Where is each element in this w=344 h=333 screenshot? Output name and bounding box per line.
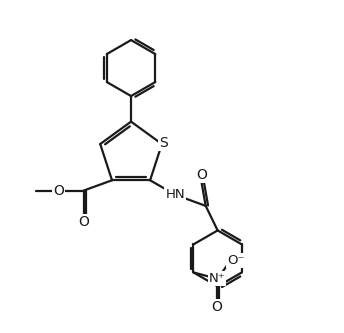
Text: O⁻: O⁻ (227, 254, 245, 267)
Text: O: O (78, 215, 89, 229)
Text: S: S (160, 136, 168, 150)
Text: O: O (212, 300, 223, 314)
Text: N⁺: N⁺ (209, 272, 225, 285)
Text: O: O (53, 183, 64, 197)
Text: O: O (196, 167, 207, 181)
Text: HN: HN (165, 188, 185, 201)
